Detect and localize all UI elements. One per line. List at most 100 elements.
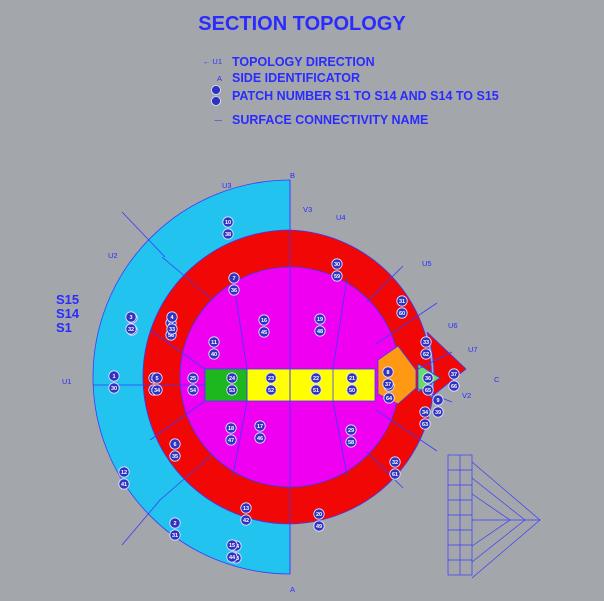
patch-marker-p33: 5 34 [151,372,163,396]
patch-markers: 1301038114012411342144315441645174618471… [108,216,460,564]
patch-number: 24 [229,376,236,382]
dir-u6: U6 [448,321,458,330]
patch-marker-p4: 12 41 [118,466,130,490]
patch-circle [448,368,460,380]
patch-number: 36 [425,376,431,382]
side-identifier-right: C [494,375,500,384]
patch-number: 37 [385,382,391,388]
patch-circle [118,466,130,478]
patch-number: 39 [435,410,441,416]
patch-marker-p28: 36 65 [422,372,434,396]
patch-marker-p22: 30 59 [331,258,343,282]
patch-number: 47 [228,438,234,444]
patch-circle [169,529,181,541]
patch-number: 36 [231,288,237,294]
patch-circle [208,348,220,360]
dir-u1: U1 [62,377,72,386]
dir-u5: U5 [422,259,432,268]
patch-circle [228,284,240,296]
patch-number: 34 [422,410,429,416]
center-green-block [204,368,248,402]
patch-number: 7 [232,276,235,282]
patch-number: 18 [228,426,234,432]
connectivity-lines [93,180,453,574]
patch-number: 10 [225,220,231,226]
patch-number: 33 [423,340,429,346]
patch-marker-p23: 31 60 [396,295,408,319]
inset-mesh [447,454,541,579]
patch-number: 44 [229,555,236,561]
patch-number: 5 [155,376,158,382]
patch-circle [240,502,252,514]
patch-marker-p21: 29 58 [345,424,357,448]
patch-circle [420,336,432,348]
patch-marker-p37: 9 39 [432,394,444,418]
patch-number: 53 [229,388,235,394]
patch-circle [331,270,343,282]
patch-circle [187,384,199,396]
patch-circle [422,384,434,396]
patch-circle [151,372,163,384]
patch-marker-p1: 1 30 [108,370,120,394]
patch-number: 1 [112,374,115,380]
dir-v3: V3 [303,205,312,214]
patch-number: 49 [316,524,322,530]
dir-v2: V2 [462,391,471,400]
patch-circle [345,424,357,436]
patch-circle [382,366,394,378]
patch-number: 32 [392,460,398,466]
patch-marker-p13: 21 50 [346,372,358,396]
patch-number: 11 [211,340,217,346]
patch-marker-p14: 22 51 [310,372,322,396]
patch-marker-p2: 10 38 [222,216,234,240]
dir-u2: U2 [108,251,118,260]
patch-number: 66 [451,384,457,390]
patch-number: 37 [451,372,457,378]
patch-marker-p34: 6 35 [169,438,181,462]
patch-number: 51 [313,388,319,394]
patch-number: 58 [348,440,354,446]
patch-number: 40 [211,352,217,358]
patch-circle [254,420,266,432]
patch-circle [345,436,357,448]
patch-circle [448,380,460,392]
legend-symbol-side: A [217,74,222,83]
legend-text-side: SIDE IDENTIFICATOR [232,71,360,85]
patch-marker-p30: 2 31 [169,517,181,541]
patch-number: 3 [129,315,132,321]
patch-number: 9 [436,398,439,404]
patch-number: 33 [169,327,175,333]
patch-number: 59 [334,274,340,280]
patch-number: 16 [261,318,267,324]
patch-circle [222,216,234,228]
patch-number: 4 [170,315,174,321]
patch-circle [222,228,234,240]
patch-circle [314,313,326,325]
patch-circle [151,384,163,396]
legend-text-direction: TOPOLOGY DIRECTION [232,55,375,69]
patch-number: 54 [190,388,197,394]
patch-number: 65 [425,388,431,394]
center-yellow-bar [246,368,376,402]
patch-marker-p35: 7 36 [228,272,240,296]
legend-symbol-direction: ← U1 [203,57,222,66]
patch-marker-p16: 24 53 [226,372,238,396]
side-identifier-bottom: A [290,585,295,594]
patch-circle [314,325,326,337]
patch-number: 61 [392,472,398,478]
legend-symbol-connectivity: — [215,115,223,124]
patch-circle [382,378,394,390]
legend: ← U1 TOPOLOGY DIRECTION A SIDE IDENTIFIC… [203,55,499,127]
patch-marker-p29: 37 66 [448,368,460,392]
patch-number: 20 [316,512,322,518]
patch-circle [383,392,395,404]
patch-number: 19 [317,317,323,323]
patch-number: 35 [172,454,178,460]
surface-label-s14: S14 [56,306,80,321]
patch-number: 31 [399,299,405,305]
